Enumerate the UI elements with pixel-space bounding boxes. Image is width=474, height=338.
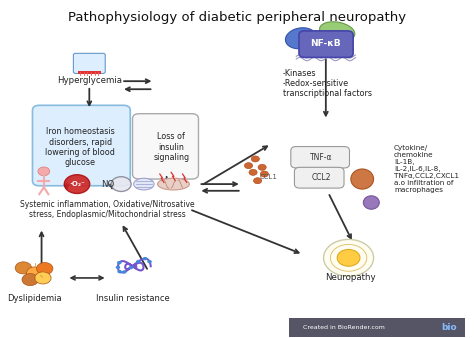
Bar (78, 71, 100, 74)
Circle shape (117, 261, 121, 264)
Circle shape (249, 169, 257, 175)
Bar (290, 318, 465, 337)
FancyBboxPatch shape (73, 53, 105, 73)
Text: Pathophysiology of diabetic peripheral neuropathy: Pathophysiology of diabetic peripheral n… (68, 11, 406, 24)
Ellipse shape (364, 196, 379, 209)
Circle shape (38, 167, 50, 176)
Circle shape (116, 266, 120, 269)
Ellipse shape (285, 28, 316, 49)
Circle shape (147, 260, 152, 263)
Text: Iron homeostasis
disorders, rapid
lowering of blood
glucose: Iron homeostasis disorders, rapid loweri… (46, 127, 115, 167)
Circle shape (36, 263, 53, 274)
Circle shape (27, 267, 43, 279)
Circle shape (122, 270, 127, 274)
Circle shape (35, 272, 51, 284)
Text: NO: NO (101, 179, 114, 189)
Text: Cytokine/
chemokine
IL-1B,
IL-2,IL-6,IL-8,
TNFα,CCL2,CXCL1
a.o infiltration of
m: Cytokine/ chemokine IL-1B, IL-2,IL-6,IL-… (394, 145, 459, 193)
Circle shape (260, 171, 268, 177)
Circle shape (254, 178, 262, 184)
Text: ·O₂⁻: ·O₂⁻ (69, 181, 85, 187)
Circle shape (118, 270, 122, 273)
Circle shape (15, 262, 32, 274)
Circle shape (22, 273, 38, 286)
Circle shape (64, 175, 90, 193)
FancyBboxPatch shape (32, 105, 130, 186)
Text: -Kinases
-Redox-sensitive
transcriptional factors: -Kinases -Redox-sensitive transcriptiona… (283, 69, 372, 98)
FancyBboxPatch shape (299, 31, 353, 57)
Circle shape (324, 239, 374, 276)
FancyBboxPatch shape (133, 114, 199, 179)
Text: Dyslipidemia: Dyslipidemia (8, 294, 62, 303)
Text: CCL2: CCL2 (311, 173, 331, 182)
Ellipse shape (157, 178, 190, 190)
Circle shape (337, 249, 360, 266)
Text: Systemic inflammation, Oxidative/Nitrosative
stress, Endoplasmic/Mitochondrial s: Systemic inflammation, Oxidative/Nitrosa… (20, 199, 195, 219)
Text: bio: bio (441, 323, 456, 332)
Circle shape (258, 164, 266, 170)
Ellipse shape (319, 22, 355, 41)
Text: TNF-α: TNF-α (310, 153, 333, 162)
Circle shape (136, 260, 141, 263)
Text: Neuropathy: Neuropathy (326, 273, 376, 283)
Ellipse shape (351, 169, 374, 189)
Circle shape (111, 177, 131, 191)
Circle shape (245, 163, 253, 169)
Text: Hyperglycemia: Hyperglycemia (57, 76, 122, 84)
Circle shape (251, 156, 259, 162)
Text: Created in BioRender.com: Created in BioRender.com (303, 325, 385, 330)
FancyBboxPatch shape (294, 167, 344, 188)
Text: Loss of
insulin
signaling: Loss of insulin signaling (153, 132, 189, 162)
Ellipse shape (134, 178, 154, 190)
Text: CCL1: CCL1 (259, 174, 277, 180)
Circle shape (128, 266, 133, 269)
Text: Insulin resistance: Insulin resistance (96, 294, 169, 303)
Circle shape (143, 257, 147, 260)
FancyBboxPatch shape (291, 147, 349, 168)
Text: NF-κB: NF-κB (310, 39, 341, 48)
